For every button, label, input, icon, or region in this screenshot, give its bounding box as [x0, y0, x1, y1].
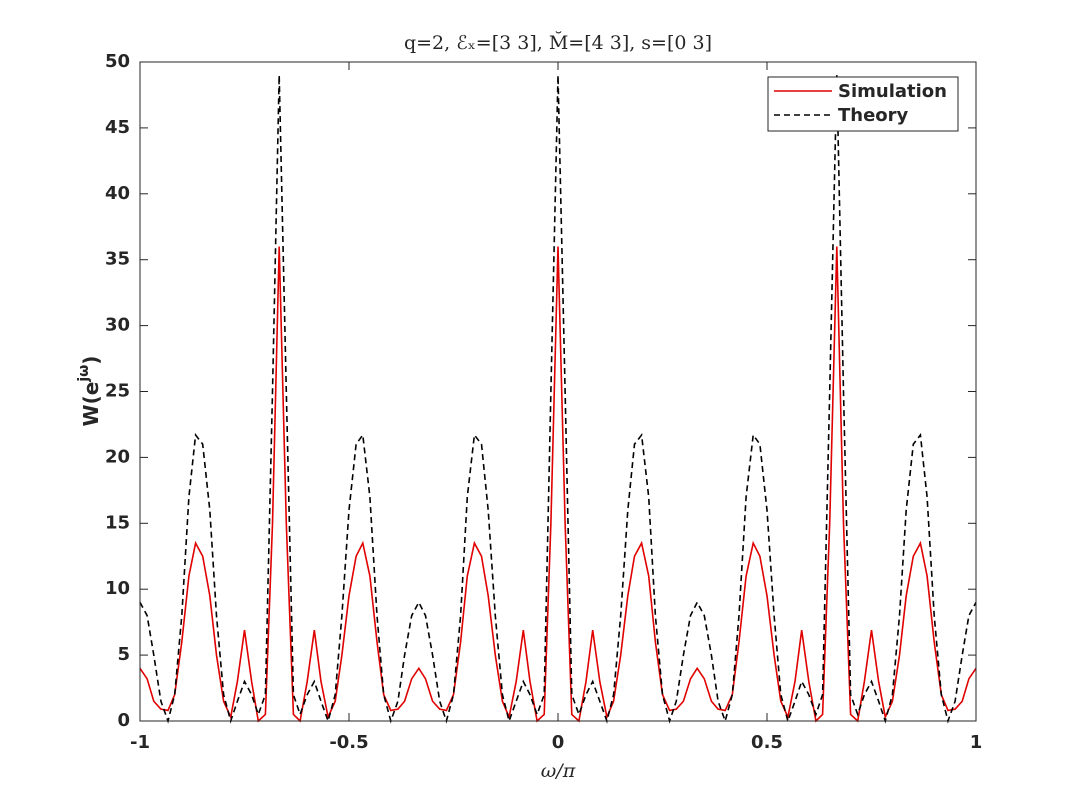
y-label-base: W(e: [79, 382, 103, 427]
y-label-sup: jω: [76, 365, 92, 383]
y-tick-label: 15: [105, 512, 130, 533]
y-tick-label: 10: [105, 578, 130, 599]
y-label-close: ): [79, 356, 103, 365]
axes-box: [139, 61, 977, 722]
line-series: [139, 246, 977, 723]
chart-title: q=2, ℰₓ=[3 3], M̆=[4 3], s=[0 3]: [404, 32, 712, 54]
x-tick-label: 0: [552, 732, 565, 753]
y-tick-label: 20: [105, 446, 130, 467]
y-tick-label: 45: [105, 117, 130, 138]
x-tick-label: 1: [970, 732, 983, 753]
y-tick-label: 0: [117, 710, 130, 731]
legend-label: Theory: [838, 105, 909, 126]
legend-label: Simulation: [838, 81, 947, 102]
y-tick-label: 50: [105, 51, 130, 72]
legend-box: [767, 76, 959, 132]
y-tick-label: 30: [105, 315, 130, 336]
x-tick-label: -1: [130, 732, 150, 753]
y-tick-label: 25: [105, 381, 130, 402]
x-tick-label: -0.5: [329, 732, 368, 753]
line-series: [139, 75, 977, 724]
legend: Simulation Theory: [767, 76, 959, 132]
x-tick-label: 0.5: [751, 732, 783, 753]
y-tick-label: 35: [105, 249, 130, 270]
y-tick-label: 5: [117, 644, 130, 665]
y-axis-label: W(ejω): [76, 356, 103, 427]
x-axis-label: ω/π: [541, 760, 576, 782]
y-tick-label: 40: [105, 183, 130, 204]
